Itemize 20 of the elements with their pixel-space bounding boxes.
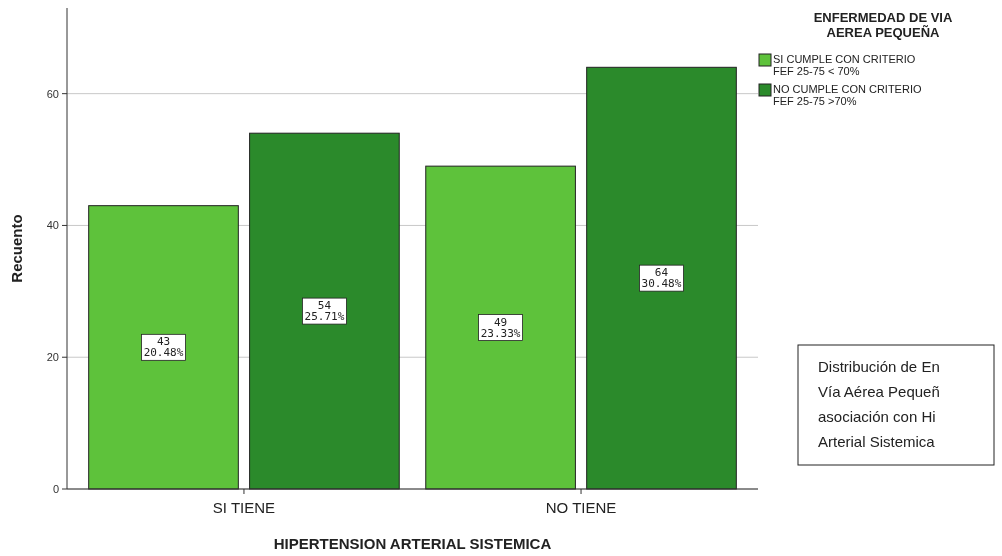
y-tick-label: 20: [46, 351, 59, 364]
y-tick-label: 40: [46, 219, 59, 232]
bar: [249, 132, 400, 490]
y-axis-title: Recuento: [8, 214, 25, 283]
x-axis-title: HIPERTENSION ARTERIAL SISTEMICA: [273, 535, 552, 552]
data-label: 43 20.48%: [143, 335, 184, 360]
data-label: 54 25.71%: [304, 299, 345, 324]
bar: [88, 205, 239, 490]
x-tick-label: SI TIENE: [212, 499, 276, 516]
data-label: 49 23.33%: [480, 315, 521, 340]
data-label: 64 30.48%: [641, 266, 682, 291]
legend-label: NO CUMPLE CON CRITERIO FEF 25-75 >70%: [773, 83, 922, 107]
x-tick-label: NO TIENE: [545, 499, 617, 516]
legend-title: ENFERMEDAD DE VIA AEREA PEQUEÑA: [813, 10, 953, 40]
y-tick-label: 60: [46, 87, 59, 100]
bar: [425, 165, 576, 490]
legend-label: SI CUMPLE CON CRITERIO FEF 25-75 < 70%: [773, 53, 916, 77]
bar: [586, 66, 737, 490]
text: Distribución de En Vía Aérea Pequeñ asociación con Hi Arterial Sistemica: [818, 358, 940, 450]
y-tick-label: 0: [52, 483, 59, 495]
